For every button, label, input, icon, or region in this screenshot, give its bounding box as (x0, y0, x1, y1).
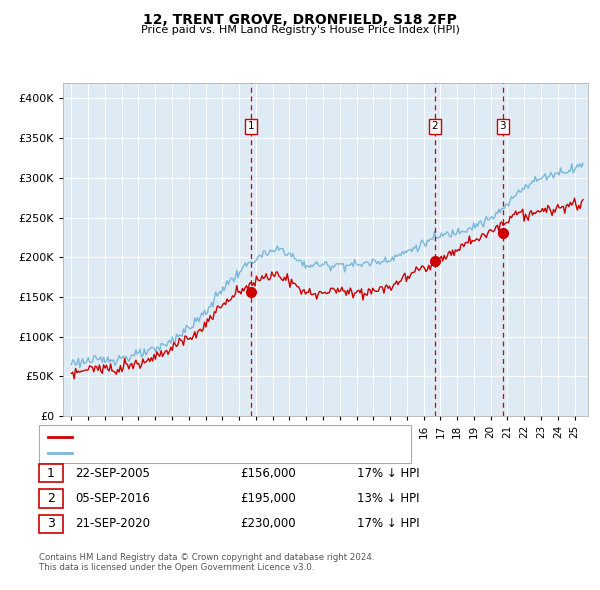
Text: 1: 1 (248, 122, 254, 131)
Text: 05-SEP-2016: 05-SEP-2016 (75, 492, 150, 505)
Text: 17% ↓ HPI: 17% ↓ HPI (357, 517, 419, 530)
Text: 3: 3 (47, 517, 55, 530)
Text: 13% ↓ HPI: 13% ↓ HPI (357, 492, 419, 505)
Text: Contains HM Land Registry data © Crown copyright and database right 2024.: Contains HM Land Registry data © Crown c… (39, 553, 374, 562)
Text: £230,000: £230,000 (240, 517, 296, 530)
Text: £156,000: £156,000 (240, 467, 296, 480)
Text: 2: 2 (47, 492, 55, 505)
Text: 3: 3 (499, 122, 506, 131)
Text: Price paid vs. HM Land Registry's House Price Index (HPI): Price paid vs. HM Land Registry's House … (140, 25, 460, 35)
Text: 12, TRENT GROVE, DRONFIELD, S18 2FP: 12, TRENT GROVE, DRONFIELD, S18 2FP (143, 13, 457, 27)
Text: HPI: Average price, detached house, North East Derbyshire: HPI: Average price, detached house, Nort… (76, 446, 365, 455)
Text: 17% ↓ HPI: 17% ↓ HPI (357, 467, 419, 480)
Text: 21-SEP-2020: 21-SEP-2020 (75, 517, 150, 530)
Text: This data is licensed under the Open Government Licence v3.0.: This data is licensed under the Open Gov… (39, 563, 314, 572)
Text: £195,000: £195,000 (240, 492, 296, 505)
Text: 2: 2 (432, 122, 439, 131)
Text: 1: 1 (47, 467, 55, 480)
Text: 22-SEP-2005: 22-SEP-2005 (75, 467, 150, 480)
Text: 12, TRENT GROVE, DRONFIELD, S18 2FP (detached house): 12, TRENT GROVE, DRONFIELD, S18 2FP (det… (76, 430, 363, 440)
